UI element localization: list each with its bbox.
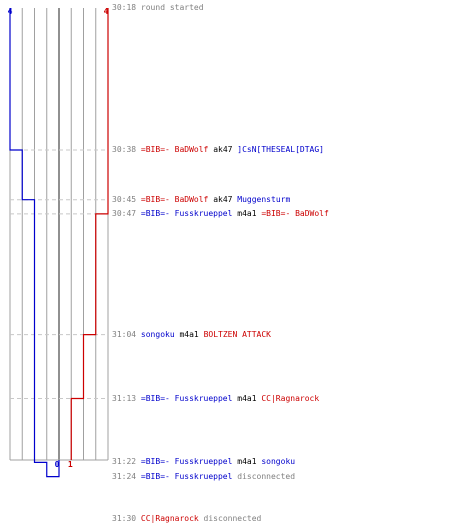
event-player: =BIB=- Fusskrueppel (140, 471, 233, 481)
red-end-count: 1 (68, 460, 73, 469)
event-time: 30:45 (112, 194, 137, 204)
event-time: 31:30 (112, 514, 137, 524)
event-player: CC|Ragnarock (140, 514, 199, 524)
event-player: songoku (140, 329, 175, 339)
event-player: Muggensturm (237, 194, 291, 204)
event-time: 31:24 (112, 471, 137, 481)
event-row: 30:38 =BIB=- BaDWolf ak47 ]CsN[THESEAL[D… (112, 145, 324, 155)
event-player: ]CsN[THESEAL[DTAG] (237, 145, 324, 154)
event-row: 31:13 =BIB=- Fusskrueppel m4a1 CC|Ragnar… (112, 394, 319, 404)
event-row: 31:30 CC|Ragnarock disconnected (112, 514, 261, 524)
event-time: 30:38 (112, 145, 137, 154)
event-row: 30:18 round started (112, 3, 204, 13)
event-row: 30:47 =BIB=- Fusskrueppel m4a1 =BIB=- Ba… (112, 209, 329, 219)
event-player: BOLTZEN ATTACK (203, 329, 271, 339)
event-weapon: m4a1 (179, 329, 199, 339)
event-weapon: m4a1 (237, 457, 257, 467)
event-player: round started (140, 3, 204, 12)
event-row: 31:04 songoku m4a1 BOLTZEN ATTACK (112, 330, 271, 340)
event-player: =BIB=- Fusskrueppel (140, 393, 233, 403)
event-weapon: m4a1 (237, 208, 257, 218)
event-weapon: ak47 (213, 194, 233, 204)
blue-team-alive-line (9, 8, 60, 478)
event-time: 31:22 (112, 457, 137, 467)
event-player: =BIB=- BaDWolf (140, 194, 209, 204)
event-time: 30:47 (112, 208, 137, 218)
blue-start-count: 4 (8, 7, 13, 16)
event-player: disconnected (203, 514, 262, 524)
event-time: 31:04 (112, 329, 137, 339)
event-weapon: m4a1 (237, 393, 257, 403)
event-time: 30:18 (112, 3, 137, 12)
event-player: =BIB=- BaDWolf (261, 208, 329, 218)
event-player: =BIB=- BaDWolf (140, 145, 209, 154)
event-row: 30:45 =BIB=- BaDWolf ak47 Muggensturm (112, 195, 290, 205)
event-player: CC|Ragnarock (261, 393, 320, 403)
event-player: =BIB=- Fusskrueppel (140, 208, 233, 218)
event-player: disconnected (237, 471, 296, 481)
event-weapon: ak47 (213, 145, 233, 154)
score-timeline: 4 4 0 1 (8, 7, 109, 478)
event-row: 31:22 =BIB=- Fusskrueppel m4a1 songoku (112, 457, 295, 467)
red-start-count: 4 (104, 7, 109, 16)
event-time: 31:13 (112, 393, 137, 403)
event-row: 31:24 =BIB=- Fusskrueppel disconnected (112, 472, 295, 482)
event-player: songoku (261, 457, 296, 467)
red-team-alive-line (70, 8, 109, 460)
event-player: =BIB=- Fusskrueppel (140, 457, 233, 467)
blue-end-count: 0 (55, 460, 60, 469)
